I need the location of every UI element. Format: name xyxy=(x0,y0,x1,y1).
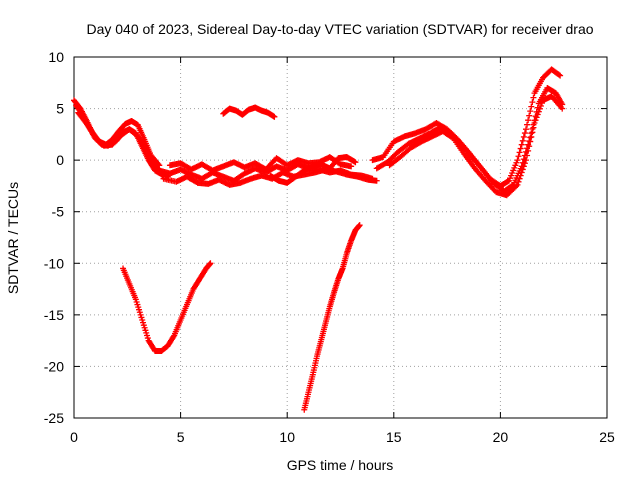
series-arc-5 xyxy=(301,222,363,413)
y-tick-label: 5 xyxy=(56,101,64,117)
series-arc-6b xyxy=(373,84,566,195)
chart-title: Day 040 of 2023, Sidereal Day-to-day VTE… xyxy=(86,21,593,37)
axis-ticks xyxy=(73,56,608,419)
y-tick-label: 0 xyxy=(56,152,64,168)
x-tick-label: 0 xyxy=(70,429,78,445)
series-arc-2d xyxy=(267,154,359,186)
data-point-markers xyxy=(386,93,566,199)
data-point-markers xyxy=(120,260,214,354)
data-point-markers xyxy=(75,109,171,180)
x-tick-label: 15 xyxy=(386,429,402,445)
plot-frame xyxy=(73,56,608,419)
data-point-markers xyxy=(160,166,380,188)
grid-lines xyxy=(74,57,607,418)
y-tick-label: -10 xyxy=(44,255,64,271)
series-arc-2b xyxy=(160,166,380,188)
data-point-markers xyxy=(166,154,355,174)
x-tick-label: 5 xyxy=(177,429,185,445)
data-points xyxy=(71,66,566,413)
series-arc-2c xyxy=(166,154,355,174)
data-point-markers xyxy=(73,102,167,179)
axis-tick-labels: 0 5 10 15 20 25 10 5 0 -5 -10 -15 -20 -25 xyxy=(44,49,615,445)
data-point-markers xyxy=(301,222,363,413)
y-tick-label: -5 xyxy=(52,204,65,220)
y-tick-label: -15 xyxy=(44,307,64,323)
x-tick-label: 10 xyxy=(279,429,295,445)
series-arc-6c xyxy=(386,93,566,199)
x-tick-label: 20 xyxy=(493,429,509,445)
y-tick-label: -25 xyxy=(44,410,64,426)
x-tick-label: 25 xyxy=(599,429,615,445)
data-point-markers xyxy=(373,84,566,195)
series-arc-1c xyxy=(75,109,171,180)
y-tick-label: 10 xyxy=(48,49,64,65)
data-point-markers xyxy=(220,104,278,120)
y-axis-label: SDTVAR / TECUs xyxy=(5,182,21,294)
series-arc-4 xyxy=(120,260,214,354)
y-tick-label: -20 xyxy=(44,358,64,374)
data-point-markers xyxy=(267,154,359,186)
series-arc-1b xyxy=(73,102,167,179)
x-axis-label: GPS time / hours xyxy=(287,457,394,473)
series-arc-3 xyxy=(220,104,278,120)
